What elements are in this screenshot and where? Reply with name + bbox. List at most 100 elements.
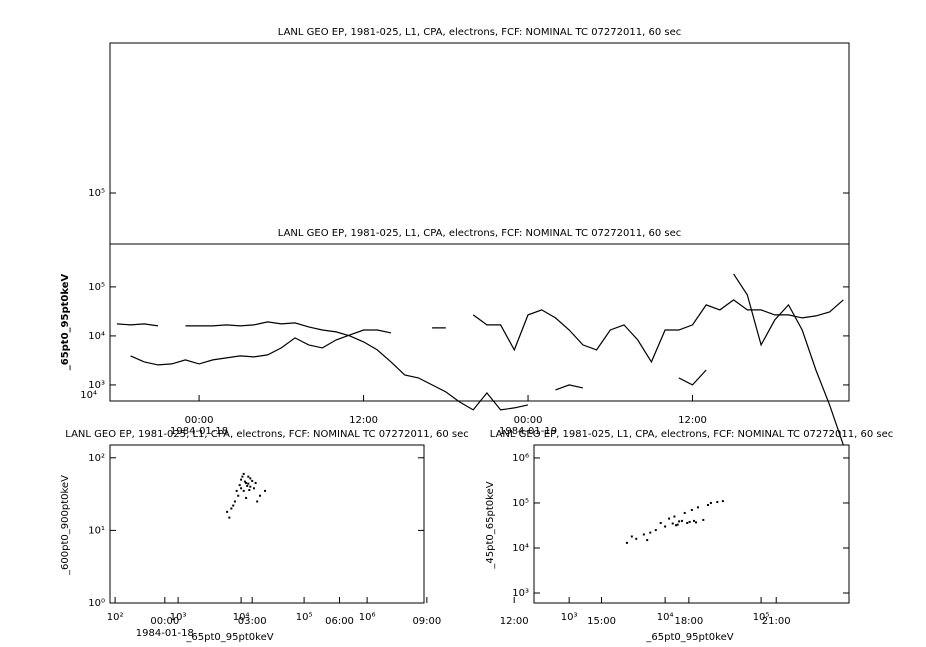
x-tick-label: 03:00 xyxy=(238,616,267,627)
y-tick-label: 10⁵ xyxy=(88,282,105,293)
scatter-point xyxy=(249,485,252,488)
x-tick-label: 10³ xyxy=(170,612,187,623)
scatter-point xyxy=(246,484,249,487)
scatter-point xyxy=(230,507,233,510)
scatter-point xyxy=(693,519,696,522)
scatter-point xyxy=(238,484,241,487)
y-axis-label: _45pt0_65pt0keV xyxy=(485,481,496,569)
x-tick-label: 00:00 xyxy=(150,616,179,627)
scatter-point xyxy=(671,522,674,525)
y-tick-label: 10³ xyxy=(88,380,105,391)
y-tick-label: 10⁵ xyxy=(88,188,105,199)
scatter-point xyxy=(237,494,240,497)
scatter-point xyxy=(721,500,724,503)
plot-title: LANL GEO EP, 1981-025, L1, CPA, electron… xyxy=(278,27,681,38)
y-tick-label: 10² xyxy=(88,453,105,464)
scatter-point xyxy=(654,529,657,532)
scatter-point xyxy=(242,489,245,492)
x-tick-label: 10⁴ xyxy=(657,612,674,623)
y-tick-label: 10⁴ xyxy=(512,543,529,554)
scatter-point xyxy=(664,525,667,528)
scatter-point xyxy=(642,533,645,536)
scatter-point xyxy=(683,511,686,514)
x-tick-label: 10⁵ xyxy=(296,612,313,623)
scatter-point xyxy=(702,518,705,521)
scatter-point xyxy=(673,515,676,518)
x-tick-label: 10⁵ xyxy=(753,612,770,623)
plot-frame xyxy=(109,42,850,245)
scatter-point xyxy=(245,481,248,484)
plot-title: LANL GEO EP, 1981-025, L1, CPA, electron… xyxy=(278,228,681,239)
scatter-point xyxy=(228,516,231,519)
scatter-point xyxy=(247,482,250,485)
date-label: 1984-01-19 xyxy=(499,426,557,437)
x-axis-label: _65pt0_95pt0keV xyxy=(645,632,733,643)
scatter-point xyxy=(259,494,262,497)
scatter-point xyxy=(659,521,662,524)
x-tick-label: 06:00 xyxy=(325,616,354,627)
scatter-point xyxy=(646,539,649,542)
scatter-point xyxy=(675,524,678,527)
scatter-point xyxy=(241,475,244,478)
x-tick-label: 15:00 xyxy=(587,616,616,627)
y-tick-label: 10⁵ xyxy=(512,498,529,509)
plot-frame xyxy=(109,444,425,604)
plot-frame xyxy=(109,243,850,402)
scatter-point xyxy=(709,501,712,504)
scatter-point xyxy=(625,541,628,544)
plot-frame xyxy=(533,444,850,604)
x-tick-label: 10³ xyxy=(561,612,578,623)
y-tick-label: 10¹ xyxy=(88,525,105,536)
y-tick-label: 10³ xyxy=(512,588,529,599)
y-tick-label: 10⁶ xyxy=(512,453,529,464)
scatter-point xyxy=(247,475,250,478)
scatter-point xyxy=(668,517,671,520)
scatter-point xyxy=(233,500,236,503)
date-label: 1984-01-18 xyxy=(170,426,228,437)
scatter-point xyxy=(249,477,252,480)
scatter-point xyxy=(264,489,267,492)
x-tick-label: 12:00 xyxy=(349,415,378,426)
scatter-point xyxy=(678,520,681,523)
data-line xyxy=(130,299,844,366)
scatter-point xyxy=(707,504,710,507)
y-axis-label: _65pt0_95pt0keV xyxy=(60,273,71,370)
x-tick-label: 00:00 xyxy=(514,415,543,426)
scatter-point xyxy=(695,521,698,524)
scatter-point xyxy=(688,520,691,523)
data-line xyxy=(116,273,844,445)
x-tick-label: 10⁶ xyxy=(359,612,376,623)
x-tick-label: 12:00 xyxy=(678,415,707,426)
x-tick-label: 21:00 xyxy=(762,616,791,627)
scatter-point xyxy=(676,523,679,526)
x-tick-label: 10⁴ xyxy=(233,612,250,623)
plot-title: LANL GEO EP, 1981-025, L1, CPA, electron… xyxy=(65,429,468,440)
scatter-point xyxy=(256,500,259,503)
scatter-point xyxy=(696,506,699,509)
annotation: 10⁴ xyxy=(80,390,97,401)
scatter-point xyxy=(252,487,255,490)
scatter-point xyxy=(630,535,633,538)
scatter-point xyxy=(243,480,246,483)
y-tick-label: 10⁰ xyxy=(88,598,105,609)
scatter-point xyxy=(240,487,243,490)
scatter-point xyxy=(242,472,245,475)
scatter-point xyxy=(245,496,248,499)
date-label: 1984-01-18 xyxy=(136,628,194,639)
x-tick-label: 09:00 xyxy=(412,616,441,627)
x-tick-label: 18:00 xyxy=(674,616,703,627)
scatter-point xyxy=(235,489,238,492)
scatter-point xyxy=(232,504,235,507)
scatter-point xyxy=(254,481,257,484)
y-tick-label: 10⁴ xyxy=(88,331,105,342)
scatter-point xyxy=(690,508,693,511)
scatter-point xyxy=(248,489,251,492)
x-axis-label: _65pt0_95pt0keV xyxy=(185,632,273,643)
x-tick-label: 12:00 xyxy=(500,616,529,627)
x-tick-label: 10² xyxy=(107,612,124,623)
scatter-point xyxy=(686,521,689,524)
scatter-point xyxy=(649,531,652,534)
x-tick-label: 00:00 xyxy=(185,415,214,426)
scatter-point xyxy=(635,537,638,540)
